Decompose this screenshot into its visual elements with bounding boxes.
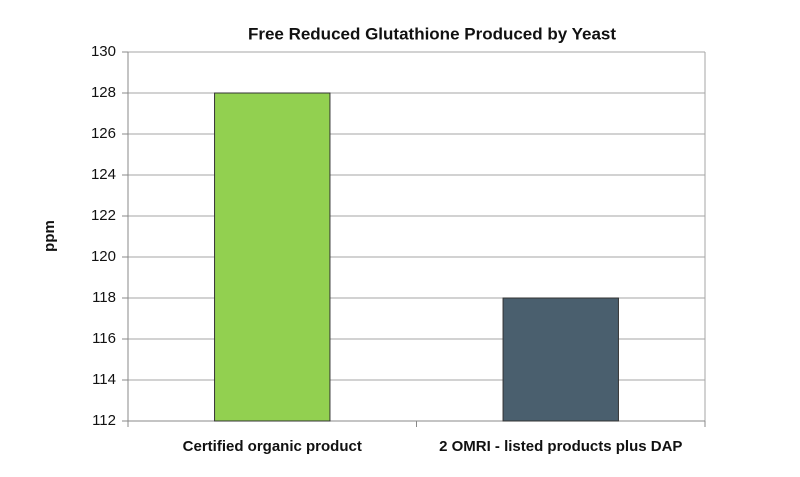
y-tick-label: 112: [92, 412, 116, 429]
y-tick-label: 124: [91, 166, 116, 183]
x-tick-label: 2 OMRI - listed products plus DAP: [439, 438, 682, 455]
y-tick-label: 122: [91, 207, 116, 224]
y-tick-label: 130: [91, 43, 116, 60]
y-tick-label: 126: [91, 125, 116, 142]
y-tick-label: 116: [92, 330, 116, 347]
y-tick-label: 128: [91, 84, 116, 101]
y-tick-label: 114: [92, 371, 116, 388]
bar: [502, 297, 619, 422]
y-axis-label: ppm: [41, 220, 58, 252]
chart-title: Free Reduced Glutathione Produced by Yea…: [248, 24, 616, 43]
y-tick-label: 118: [92, 289, 116, 306]
y-tick-label: 120: [91, 248, 116, 265]
bar: [214, 92, 331, 422]
x-tick-label: Certified organic product: [183, 438, 362, 455]
